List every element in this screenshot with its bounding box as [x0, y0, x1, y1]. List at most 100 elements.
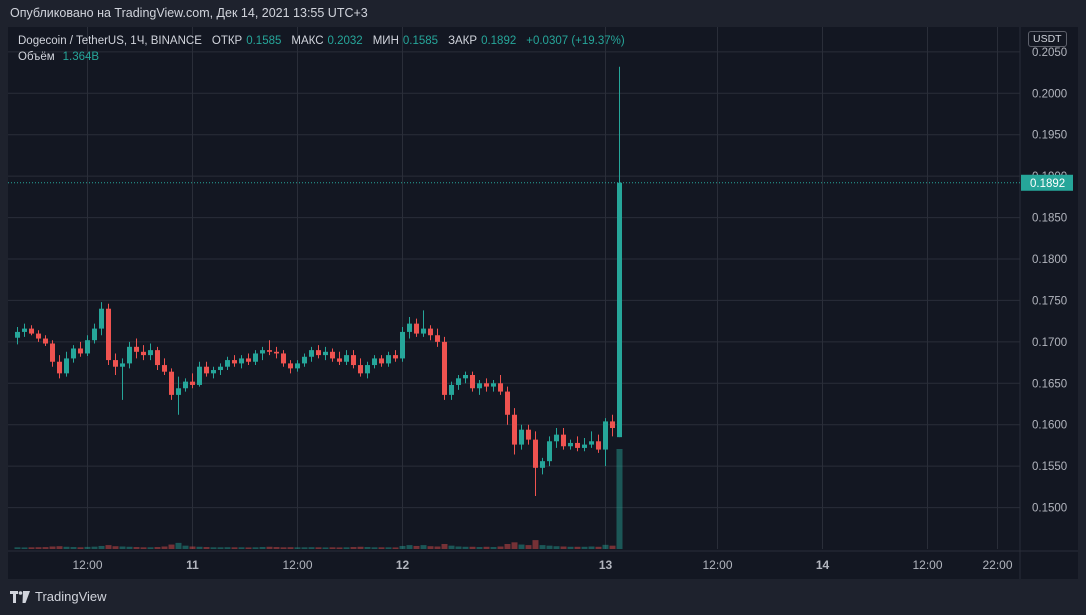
footer-brand: TradingView: [10, 589, 107, 604]
volume-bar: [336, 547, 343, 549]
volume-bar: [259, 547, 266, 549]
volume-bar: [560, 546, 567, 549]
candle-body: [484, 383, 489, 387]
candle-body: [337, 358, 342, 362]
volume-bar: [49, 546, 56, 549]
candle-body: [470, 375, 475, 389]
volume-bar: [525, 545, 532, 549]
price-axis-label: 0.1950: [1032, 130, 1067, 142]
volume-bar: [322, 547, 329, 549]
price-axis-label: 0.2000: [1032, 88, 1067, 100]
volume-bar: [315, 547, 322, 549]
volume-bar: [266, 546, 273, 549]
volume-bar: [133, 547, 140, 549]
price-axis-label: 0.1500: [1032, 503, 1067, 515]
candle-body: [15, 331, 20, 338]
volume-bar: [280, 547, 287, 549]
candle-body: [113, 360, 118, 367]
volume-bar: [350, 547, 357, 549]
candle-body: [407, 323, 412, 332]
candle-body: [162, 365, 167, 372]
volume-bar: [427, 546, 434, 549]
volume-bar: [539, 545, 546, 549]
volume-bar: [175, 542, 182, 549]
volume-value: 1.364B: [62, 51, 100, 63]
volume-bar: [602, 544, 609, 549]
volume-bar: [28, 547, 35, 549]
volume-bar: [294, 547, 301, 549]
candle-body: [260, 350, 265, 354]
volume-bar: [371, 547, 378, 549]
volume-bar: [21, 547, 28, 549]
candle-body: [414, 323, 419, 334]
volume-bar: [392, 547, 399, 549]
candle-body: [323, 351, 328, 356]
candle-body: [141, 351, 146, 356]
chart-area[interactable]: 0.1500 0.1550 0.1600 0.1650 0.1700 0.1750 0.18…: [8, 27, 1078, 579]
symbol-title[interactable]: Dogecoin / TetherUS, 1Ч, BINANCE: [18, 35, 202, 47]
time-axis-label: 12: [396, 558, 410, 572]
volume-bar: [595, 546, 602, 549]
volume-bar: [273, 547, 280, 549]
volume-bar: [245, 547, 252, 549]
volume-bar: [217, 547, 224, 549]
candle-body: [610, 421, 615, 429]
close-value: 0.1892: [481, 35, 517, 47]
candle-body: [239, 358, 244, 364]
candle-body: [309, 350, 314, 357]
volume-bar: [231, 547, 238, 549]
volume-bar: [532, 540, 539, 549]
volume-bar: [301, 547, 308, 549]
low-label: МИН: [372, 35, 399, 47]
candle-body: [372, 358, 377, 366]
candle-body: [449, 384, 454, 395]
candle-body: [575, 442, 580, 448]
volume-bar: [581, 546, 588, 549]
price-axis-label: 0.1650: [1032, 378, 1067, 390]
candle-body: [29, 328, 34, 334]
volume-bar: [42, 547, 49, 549]
volume-bar: [77, 547, 84, 549]
candle-body: [365, 365, 370, 374]
candle-body: [22, 328, 27, 332]
currency-button[interactable]: USDT: [1028, 31, 1067, 47]
candle-body: [253, 353, 258, 362]
volume-bar: [196, 546, 203, 549]
volume-bar: [91, 546, 98, 549]
volume-bar: [147, 547, 154, 549]
time-axis-label: 12:00: [912, 558, 942, 572]
candle-body: [456, 378, 461, 385]
candle-body: [99, 308, 104, 329]
volume-bar: [98, 545, 105, 549]
volume-bar: [329, 547, 336, 549]
volume-bar: [63, 546, 70, 549]
candle-body: [421, 328, 426, 334]
candle-body: [554, 434, 559, 442]
low-value: 0.1585: [402, 35, 439, 47]
volume-bar: [105, 545, 112, 549]
candle-body: [106, 308, 111, 361]
volume-bar: [126, 546, 133, 549]
candle-body: [197, 366, 202, 385]
volume-bar: [364, 547, 371, 549]
candle-body: [400, 331, 405, 359]
volume-bar: [476, 547, 483, 549]
change-value: +0.0307 (+19.37%): [526, 35, 625, 47]
volume-bar: [399, 545, 406, 549]
high-value: 0.2032: [327, 35, 363, 47]
open-value: 0.1585: [246, 35, 282, 47]
volume-bar: [168, 544, 175, 549]
time-axis-label: 13: [599, 558, 613, 572]
candle-body: [603, 421, 608, 450]
candle-body: [386, 355, 391, 364]
candle-body: [92, 328, 97, 341]
volume-bar: [210, 547, 217, 549]
candle-body: [218, 366, 223, 371]
volume-bar: [385, 547, 392, 549]
volume-bar: [406, 545, 413, 549]
candle-body: [43, 338, 48, 344]
candlestick-chart[interactable]: 0.1500 0.1550 0.1600 0.1650 0.1700 0.1750 0.18…: [8, 27, 1078, 579]
candle-body: [351, 355, 356, 366]
candle-body: [316, 350, 321, 356]
volume-bar: [378, 547, 385, 549]
